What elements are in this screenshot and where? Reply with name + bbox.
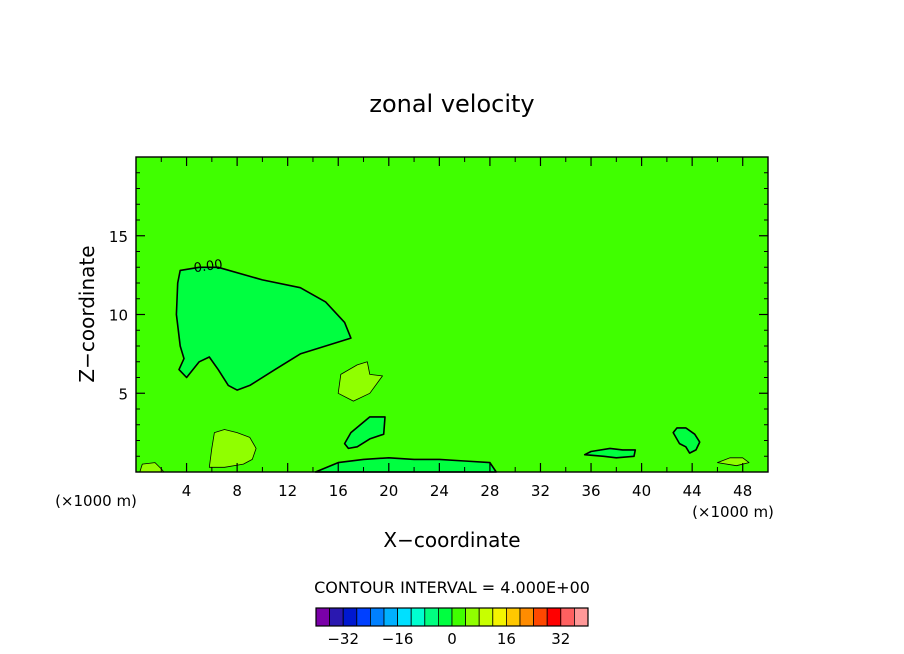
colorbar-swatch xyxy=(356,607,371,627)
colorbar-swatch xyxy=(465,607,480,627)
x-unit-left: (×1000 m) xyxy=(55,492,137,510)
x-tick-label: 24 xyxy=(430,482,449,500)
colorbar-swatch xyxy=(533,607,548,627)
colorbar-swatch xyxy=(546,607,562,627)
colorbar-swatch xyxy=(383,607,399,627)
x-tick-label: 36 xyxy=(581,482,600,500)
contour-label: 0.00 xyxy=(193,257,224,276)
x-tick-label: 28 xyxy=(480,482,499,500)
colorbar-tick-label: −32 xyxy=(327,630,359,648)
colorbar: −32 −16 0 16 32 xyxy=(315,607,589,648)
colorbar-swatch xyxy=(560,607,575,627)
x-tick-label: 16 xyxy=(329,482,348,500)
colorbar-tick-label: 16 xyxy=(497,630,516,648)
contour-region xyxy=(314,457,497,473)
contour-region xyxy=(337,361,383,402)
y-tick-label: 15 xyxy=(109,228,128,246)
chart-title: zonal velocity xyxy=(369,90,534,118)
x-tick-label: 4 xyxy=(182,482,192,500)
colorbar-tick-label: 0 xyxy=(447,630,457,648)
colorbar-tick-label: 32 xyxy=(551,630,570,648)
contour-region xyxy=(717,457,750,467)
colorbar-swatch xyxy=(342,607,358,627)
colorbar-swatch xyxy=(329,607,344,627)
x-tick-label: 12 xyxy=(278,482,297,500)
x-tick-label: 32 xyxy=(531,482,550,500)
colorbar-swatch xyxy=(574,607,589,627)
colorbar-swatch xyxy=(369,607,385,627)
colorbar-tick-label: −16 xyxy=(382,630,414,648)
colorbar-swatch xyxy=(410,607,426,627)
colorbar-frame xyxy=(315,607,589,627)
x-tick-label: 48 xyxy=(733,482,752,500)
colorbar-swatch xyxy=(424,607,439,627)
x-tick-label: 8 xyxy=(232,482,242,500)
y-tick-label: 5 xyxy=(118,385,128,403)
colorbar-swatch xyxy=(492,607,507,627)
x-tick-label: 20 xyxy=(379,482,398,500)
colorbar-swatch xyxy=(397,607,412,627)
contour-region xyxy=(175,266,352,391)
x-unit-right: (×1000 m) xyxy=(692,503,774,521)
colorbar-swatch xyxy=(478,607,494,627)
contour-region xyxy=(583,447,637,459)
y-tick-label: 10 xyxy=(109,307,128,325)
y-axis-label: Z−coordinate xyxy=(75,245,99,382)
colorbar-swatch xyxy=(315,607,331,627)
colorbar-swatch xyxy=(519,607,535,627)
colorbar-swatch xyxy=(437,607,453,627)
contour-region xyxy=(672,427,701,454)
x-tick-label: 40 xyxy=(632,482,651,500)
contour-interval-text: CONTOUR INTERVAL = 4.000E+00 xyxy=(314,578,590,597)
colorbar-swatch xyxy=(451,607,467,627)
x-axis-label: X−coordinate xyxy=(383,528,520,552)
x-tick-label: 44 xyxy=(683,482,702,500)
contour-region xyxy=(343,416,386,450)
colorbar-swatch xyxy=(505,607,521,627)
